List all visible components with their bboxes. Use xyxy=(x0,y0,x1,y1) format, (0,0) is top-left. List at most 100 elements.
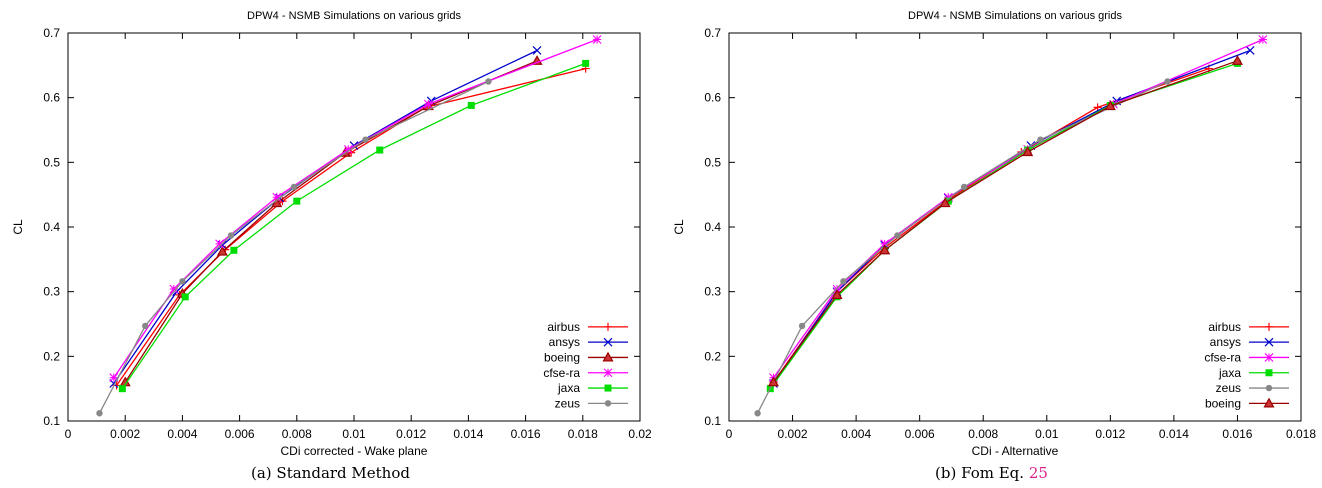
chart-a-legend-marker-jaxa xyxy=(604,384,612,392)
chart-a-point-zeus xyxy=(290,183,298,191)
chart-a-line-cfse-ra xyxy=(113,38,598,379)
chart-a-legend-label-ansys: ansys xyxy=(549,335,580,349)
chart-a-legend-marker-airbus xyxy=(604,322,612,331)
chart-a-point-zeus xyxy=(227,232,235,239)
chart-a-xtick-label: 0.004 xyxy=(167,427,197,441)
chart-b-ytick-label: 0.7 xyxy=(704,26,721,40)
chart-b-xtick-label: 0.018 xyxy=(1286,427,1316,441)
chart-a-xtick-label: 0.012 xyxy=(396,427,426,441)
chart-a-ytick-label: 0.4 xyxy=(43,220,60,234)
chart-b-point-cfse-ra xyxy=(880,239,890,249)
caption-a-label: (a) Standard Method xyxy=(251,464,410,482)
chart-b-legend-marker-jaxa xyxy=(1265,369,1273,377)
chart-a-xlabel: CDi corrected - Wake plane xyxy=(281,444,428,458)
chart-b-xtick-label: 0.008 xyxy=(968,427,998,441)
chart-a-xtick-label: 0.006 xyxy=(225,427,255,441)
chart-panel-b: DPW4 - NSMB Simulations on various grids… xyxy=(661,0,1322,488)
chart-b-xtick-label: 0.006 xyxy=(905,427,935,441)
chart-a-series-cfse-ra xyxy=(109,35,602,383)
chart-a-line-jaxa xyxy=(121,62,586,390)
chart-b-title: DPW4 - NSMB Simulations on various grids xyxy=(908,10,1122,22)
chart-b-point-zeus xyxy=(840,278,847,285)
chart-b-legend-marker-airbus xyxy=(1265,322,1273,331)
chart-a-legend-marker-boeing xyxy=(602,351,614,362)
chart-b-line-ansys xyxy=(772,49,1251,384)
chart-a-line-zeus xyxy=(98,80,489,414)
chart-a-legend-marker-cfse-ra xyxy=(603,368,613,378)
chart-a-ytick-label: 0.5 xyxy=(43,155,60,169)
chart-b-xtick-label: 0.002 xyxy=(778,427,808,441)
chart-b-series-airbus xyxy=(769,64,1213,387)
chart-b-ytick-label: 0.6 xyxy=(704,91,721,105)
chart-b-point-cfse-ra xyxy=(1258,35,1268,44)
chart-b-legend-label-zeus: zeus xyxy=(1216,381,1241,395)
chart-a-point-cfse-ra xyxy=(169,284,179,294)
chart-b-xlabel: CDi - Alternative xyxy=(972,444,1059,458)
caption-b: (b) Fom Eq. 25 xyxy=(661,464,1322,482)
chart-a-point-cfse-ra xyxy=(423,99,433,109)
chart-b-series-boeing xyxy=(767,55,1243,387)
chart-b-legend-label-cfse-ra: cfse-ra xyxy=(1204,350,1241,364)
chart-a-legend-label-zeus: zeus xyxy=(555,396,580,410)
chart-b-plot-frame xyxy=(728,32,1302,422)
chart-b-ytick-label: 0.4 xyxy=(704,220,721,234)
chart-a-point-jaxa xyxy=(118,385,126,393)
chart-b-point-boeing xyxy=(1104,100,1116,111)
chart-b-point-zeus xyxy=(1037,136,1044,143)
chart-b-point-airbus xyxy=(1093,103,1102,112)
chart-a-series-zeus xyxy=(96,78,492,417)
chart-a-line-airbus xyxy=(116,67,586,386)
chart-a-xtick-label: 0.018 xyxy=(568,427,598,441)
chart-a-xtick-label: 0.002 xyxy=(110,427,140,441)
chart-a-xtick-label: 0 xyxy=(65,427,72,441)
chart-a-plot-frame xyxy=(67,32,641,422)
chart-b-legend-marker-ansys xyxy=(1264,337,1274,347)
chart-b-legend-label-boeing: boeing xyxy=(1205,396,1241,410)
chart-b-line-airbus xyxy=(772,67,1210,383)
chart-a-series-airbus xyxy=(112,64,590,390)
chart-a-point-cfse-ra xyxy=(272,192,282,202)
chart-b-point-boeing xyxy=(1231,55,1243,65)
chart-b-point-ansys xyxy=(1245,46,1255,55)
caption-b-equation-ref[interactable]: 25 xyxy=(1028,464,1048,482)
chart-a-point-zeus xyxy=(179,278,186,285)
chart-b-series-zeus xyxy=(754,78,1171,417)
chart-b-xtick-label: 0.014 xyxy=(1159,427,1189,441)
chart-b-series-jaxa xyxy=(766,59,1241,393)
chart-a-xtick-label: 0.016 xyxy=(511,427,541,441)
chart-a-ytick-label: 0.2 xyxy=(43,349,60,363)
chart-a-legend-label-airbus: airbus xyxy=(547,320,580,334)
chart-a-line-boeing xyxy=(124,60,538,383)
chart-a-xtick-label: 0.008 xyxy=(282,427,312,441)
chart-a-ytick-label: 0.1 xyxy=(43,414,60,428)
chart-b: DPW4 - NSMB Simulations on various grids… xyxy=(672,10,1316,458)
chart-b-point-cfse-ra xyxy=(943,192,953,202)
chart-a-legend-label-boeing: boeing xyxy=(544,350,580,364)
chart-b-ylabel: CL xyxy=(672,219,686,235)
chart-a-legend-marker-ansys xyxy=(603,337,613,347)
chart-b-point-zeus xyxy=(1164,78,1171,85)
chart-b-point-boeing xyxy=(831,289,843,299)
chart-b-legend-marker-cfse-ra xyxy=(1264,353,1274,362)
chart-a-point-ansys xyxy=(532,46,542,55)
chart-a-point-jaxa xyxy=(376,146,384,154)
chart-a-xtick-label: 0.014 xyxy=(453,427,483,441)
chart-b-legend-marker-boeing xyxy=(1263,397,1275,408)
chart-b-series-cfse-ra xyxy=(769,35,1268,383)
chart-a-ytick-label: 0.7 xyxy=(43,26,60,40)
chart-b-legend-marker-zeus xyxy=(1265,384,1273,392)
chart-b-line-jaxa xyxy=(769,62,1238,390)
chart-a-series-boeing xyxy=(119,55,543,387)
chart-a-point-zeus xyxy=(96,410,103,417)
chart-b-line-cfse-ra xyxy=(772,38,1264,379)
chart-a-legend-marker-zeus xyxy=(604,400,612,407)
chart-a-legend-label-jaxa: jaxa xyxy=(557,381,580,395)
chart-b-xtick-label: 0.004 xyxy=(841,427,871,441)
chart-b-point-zeus xyxy=(894,232,901,239)
chart-a-xtick-label: 0.01 xyxy=(342,427,366,441)
chart-b-series-ansys xyxy=(769,46,1255,388)
chart-a-series-ansys xyxy=(109,46,542,388)
chart-panel-a: DPW4 - NSMB Simulations on various grids… xyxy=(11,10,652,482)
chart-a-point-zeus xyxy=(485,78,492,85)
chart-b-point-zeus xyxy=(754,410,761,417)
